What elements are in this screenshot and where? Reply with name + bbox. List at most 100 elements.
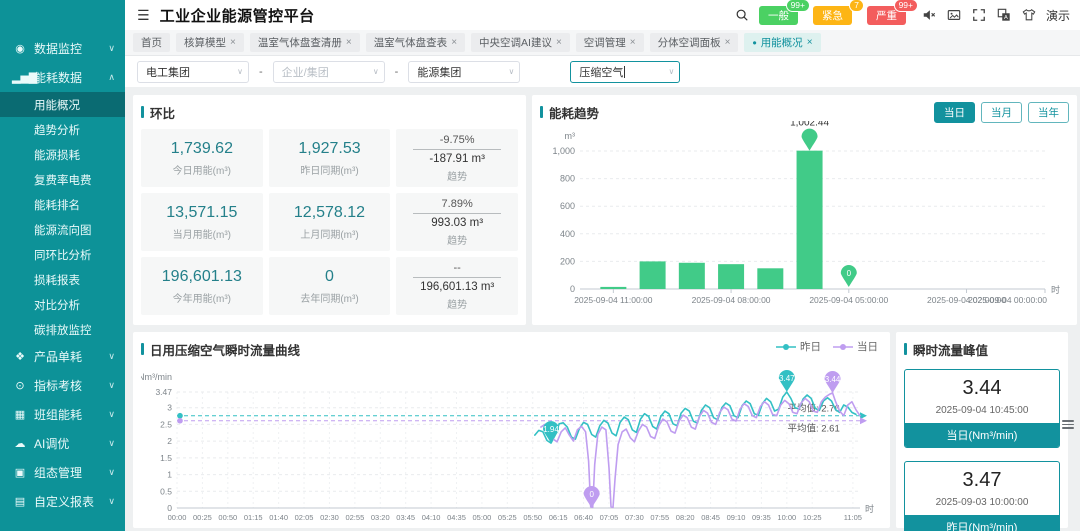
range-button-当日[interactable]: 当日 [934, 101, 975, 123]
tab-close-icon[interactable]: × [724, 37, 731, 48]
tab-label: 温室气体盘查清册 [257, 37, 342, 49]
tab-bar: 首页 核算模型 × 温室气体盘查清册 × 温室气体盘查表 × 中央空调AI建议 × 空调管理 × 分体… [125, 30, 1080, 56]
svg-text:11:05: 11:05 [844, 513, 862, 522]
svg-text:2.5: 2.5 [160, 419, 172, 429]
sidebar-subitem-趋势分析[interactable]: 趋势分析 [34, 124, 80, 137]
svg-text:平均值: 2.61: 平均值: 2.61 [787, 423, 839, 435]
tab-核算模型[interactable]: 核算模型 × [176, 33, 244, 52]
legend-item-昨日[interactable]: 昨日 [776, 339, 821, 354]
top-bar: ☰ 工业企业能源管控平台 一般 99+ 紧急 7 严重 99+ A 演示 [125, 0, 1080, 30]
sidebar-item-能耗数据[interactable]: ▂▅▇ 能耗数据 ∧ [0, 63, 125, 92]
sidebar-subitem-能源损耗[interactable]: 能源损耗 [34, 149, 80, 162]
tab-close-icon[interactable]: × [345, 37, 352, 48]
sidebar-item-指标考核[interactable]: ⊙ 指标考核 ∨ [0, 371, 125, 400]
trend-percent: -- [453, 261, 461, 274]
tab-空调管理[interactable]: 空调管理 × [575, 33, 644, 52]
legend-label: 昨日 [800, 341, 821, 353]
svg-text:3.47: 3.47 [155, 387, 172, 397]
mute-icon[interactable] [921, 7, 937, 23]
svg-text:1.94: 1.94 [543, 425, 559, 434]
peak-time: 2025-09-03 10:00:00 [935, 497, 1029, 508]
range-button-当月[interactable]: 当月 [981, 101, 1022, 123]
alarm-badge-3[interactable]: 严重 99+ [866, 0, 918, 25]
svg-text:400: 400 [560, 229, 575, 239]
panel-flow-curve: 日用压缩空气瞬时流量曲线 昨日 当日 00:00 00:25 00:50 01:15 01… [133, 332, 890, 528]
sidebar-item-组态管理[interactable]: ▣ 组态管理 ∨ [0, 458, 125, 487]
tab-label: 核算模型 [184, 37, 226, 49]
filter-select-企业/集团[interactable]: 企业/集团 ∨ [272, 60, 385, 83]
svg-text:Nm³/min: Nm³/min [141, 372, 172, 382]
alarm-badge-2[interactable]: 紧急 7 [812, 0, 864, 25]
tab-close-icon[interactable]: × [629, 37, 636, 48]
layers-icon[interactable]: A [996, 7, 1012, 23]
svg-text:0.5: 0.5 [160, 486, 172, 496]
svg-text:2025-09-04 08:00:00: 2025-09-04 08:00:00 [692, 295, 771, 305]
filter-select-电工集团[interactable]: 电工集团 ∨ [137, 60, 249, 83]
theme-icon[interactable] [1021, 7, 1037, 23]
tab-首页[interactable]: 首页 [133, 33, 170, 52]
sidebar-item-自定义报表[interactable]: ▤ 自定义报表 ∨ [0, 487, 125, 516]
svg-text:06:40: 06:40 [574, 513, 593, 522]
tab-分体空调面板[interactable]: 分体空调面板 × [649, 33, 739, 52]
legend-line-icon [776, 343, 796, 350]
alarm-badge-label: 一般 [767, 9, 789, 22]
filter-separator: - [259, 65, 263, 78]
trend-delta: 196,601.13 m³ [420, 280, 495, 293]
panel-energy-trend: 能耗趋势 当日 当月 当年 0 200 400 600 800 1,000 m³ 时 2025-09… [532, 95, 1077, 325]
alarm-badge-1[interactable]: 一般 99+ [758, 0, 810, 25]
tab-close-icon[interactable]: × [555, 37, 562, 48]
trend-delta: 993.03 m³ [431, 216, 484, 229]
header-actions: 一般 99+ 紧急 7 严重 99+ A 演示 [734, 0, 1070, 25]
filter-select-压缩空气[interactable]: 压缩空气 ∨ [570, 60, 681, 83]
tab-close-icon[interactable]: × [451, 37, 458, 48]
sidebar-item-AI调优[interactable]: ☁ AI调优 ∨ [0, 429, 125, 458]
svg-text:1: 1 [167, 470, 172, 480]
flow-line-chart: 00:00 00:25 00:50 01:15 01:40 02:05 02:30 02:55… [138, 370, 874, 522]
sidebar-subitem-同环比分析[interactable]: 同环比分析 [34, 249, 92, 262]
sidebar-item-产品单耗[interactable]: ❖ 产品单耗 ∨ [0, 342, 125, 371]
stat-trend-cell: 7.89% 993.03 m³ 趋势 [396, 193, 518, 251]
sidebar-subitem-对比分析[interactable]: 对比分析 [34, 299, 80, 312]
tab-close-icon[interactable]: × [806, 37, 813, 48]
sidebar-item-label: 组态管理 [34, 466, 83, 480]
fullscreen-icon[interactable] [971, 7, 987, 23]
legend-item-当日[interactable]: 当日 [833, 339, 878, 354]
demo-link[interactable]: 演示 [1045, 8, 1070, 23]
svg-text:2025-09-04 02:00:00: 2025-09-04 02:00:00 [927, 295, 1006, 305]
tab-中央空调AI建议[interactable]: 中央空调AI建议 × [471, 33, 570, 52]
tab-温室气体盘查清册[interactable]: 温室气体盘查清册 × [249, 33, 360, 52]
svg-text:m³: m³ [565, 131, 576, 141]
sidebar-item-label: 能耗数据 [34, 71, 83, 85]
peak-card-当日(Nm³/min): 3.44 2025-09-04 10:45:00 当日(Nm³/min) [904, 369, 1060, 448]
alarm-badge-count: 99+ [893, 0, 918, 12]
energy-trend-bar-chart: 0 200 400 600 800 1,000 m³ 时 2025-09-04 11:00:00… [552, 118, 1060, 305]
sidebar-subitem-损耗报表[interactable]: 损耗报表 [34, 274, 80, 287]
tab-用能概况[interactable]: • 用能概况 × [744, 33, 821, 52]
chevron-down-icon: ∨ [237, 67, 243, 76]
sidebar-item-班组能耗[interactable]: ▦ 班组能耗 ∨ [0, 400, 125, 429]
sidebar-subitem-用能概况[interactable]: 用能概况 [0, 92, 125, 117]
menu-fold-icon[interactable]: ☰ [137, 6, 150, 23]
sidebar-subitem-能耗排名[interactable]: 能耗排名 [34, 199, 80, 212]
filter-select-能源集团[interactable]: 能源集团 ∨ [408, 60, 521, 83]
chevron-down-icon: ∨ [108, 43, 115, 53]
sidebar-item-label: 自定义报表 [34, 495, 95, 509]
search-icon[interactable] [734, 7, 750, 23]
tab-温室气体盘查表[interactable]: 温室气体盘查表 × [365, 33, 466, 52]
sidebar-subitem-能源流向图[interactable]: 能源流向图 [34, 224, 92, 237]
sidebar-subitem-碳排放监控[interactable]: 碳排放监控 [34, 324, 92, 337]
stat-label: 上月同期(m³) [300, 229, 359, 241]
trend-percent: 7.89% [441, 197, 473, 210]
trend-label: 趋势 [447, 171, 468, 183]
tab-close-icon[interactable]: × [230, 37, 236, 48]
range-button-当年[interactable]: 当年 [1028, 101, 1069, 123]
stat-trend-cell: -9.75% -187.91 m³ 趋势 [396, 129, 518, 187]
screenshot-icon[interactable] [946, 7, 962, 23]
svg-text:3.44: 3.44 [825, 375, 841, 384]
svg-text:10:00: 10:00 [777, 513, 796, 522]
panel-drag-handle[interactable] [1062, 418, 1074, 431]
svg-text:时: 时 [865, 503, 874, 514]
sidebar-subitem-复费率电费[interactable]: 复费率电费 [34, 174, 92, 187]
sidebar-item-数据监控[interactable]: ◉ 数据监控 ∨ [0, 34, 125, 63]
stat-value: 12,578.12 [293, 203, 366, 221]
